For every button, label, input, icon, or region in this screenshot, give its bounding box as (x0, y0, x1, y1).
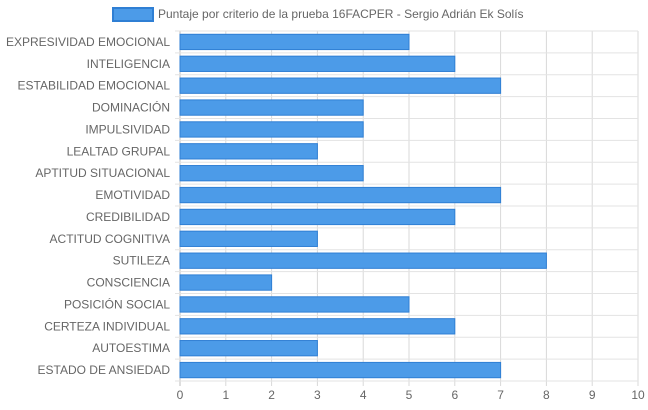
x-tick-label: 7 (497, 388, 504, 402)
x-tick-label: 3 (314, 388, 321, 402)
legend-label: Puntaje por criterio de la prueba 16FACP… (158, 7, 524, 21)
bar (179, 208, 456, 226)
bar (179, 77, 502, 94)
x-tick-label: 1 (222, 388, 229, 402)
y-tick-label: DOMINACIÓN (92, 100, 170, 115)
x-tick-label: 9 (589, 388, 596, 402)
x-tick-label: 2 (268, 388, 275, 402)
y-tick-label: CONSCIENCIA (87, 276, 170, 290)
bar (179, 252, 547, 269)
y-tick-label: CERTEZA INDIVIDUAL (44, 319, 170, 333)
y-tick-label: EXPRESIVIDAD EMOCIONAL (6, 35, 170, 49)
bar (179, 318, 456, 335)
bar (179, 165, 364, 182)
y-tick-label: ESTABILIDAD EMOCIONAL (18, 79, 171, 93)
y-tick-label: EMOTIVIDAD (95, 188, 170, 202)
bar (179, 340, 318, 357)
bar (179, 143, 318, 160)
x-tick-label: 6 (451, 388, 458, 402)
y-tick-label: LEALTAD GRUPAL (67, 144, 171, 158)
bar (179, 55, 456, 72)
legend-swatch (112, 7, 154, 22)
y-tick-label: IMPULSIVIDAD (85, 122, 170, 136)
y-tick-label: AUTOESTIMA (92, 341, 170, 355)
y-tick-label: CREDIBILIDAD (86, 210, 170, 224)
bar (179, 33, 410, 51)
bar (179, 296, 410, 313)
y-tick-label: INTELIGENCIA (87, 57, 170, 71)
bar (179, 230, 318, 247)
x-tick-label: 8 (543, 388, 550, 402)
y-tick-label: ACTITUD COGNITIVA (50, 232, 170, 246)
bar (179, 361, 502, 379)
x-tick-label: 0 (177, 388, 184, 402)
bar (179, 121, 364, 138)
x-tick-label: 10 (631, 388, 645, 402)
y-tick-label: SUTILEZA (113, 254, 170, 268)
y-tick-label: POSICIÓN SOCIAL (64, 296, 170, 311)
x-tick-label: 4 (360, 388, 367, 402)
y-tick-label: ESTADO DE ANSIEDAD (38, 363, 171, 377)
bar (179, 274, 273, 291)
chart-legend[interactable]: Puntaje por criterio de la prueba 16FACP… (0, 7, 648, 23)
bar (179, 99, 364, 116)
bar (179, 186, 502, 204)
y-tick-label: APTITUD SITUACIONAL (35, 166, 170, 180)
x-tick-label: 5 (406, 388, 413, 402)
